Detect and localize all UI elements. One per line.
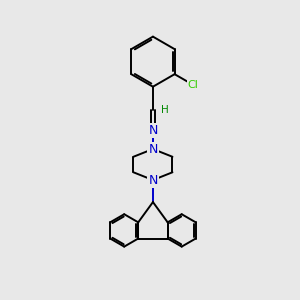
Text: H: H	[161, 105, 169, 115]
Text: N: N	[148, 142, 158, 155]
Text: N: N	[148, 124, 158, 137]
Text: N: N	[148, 173, 158, 187]
Text: Cl: Cl	[188, 80, 199, 90]
